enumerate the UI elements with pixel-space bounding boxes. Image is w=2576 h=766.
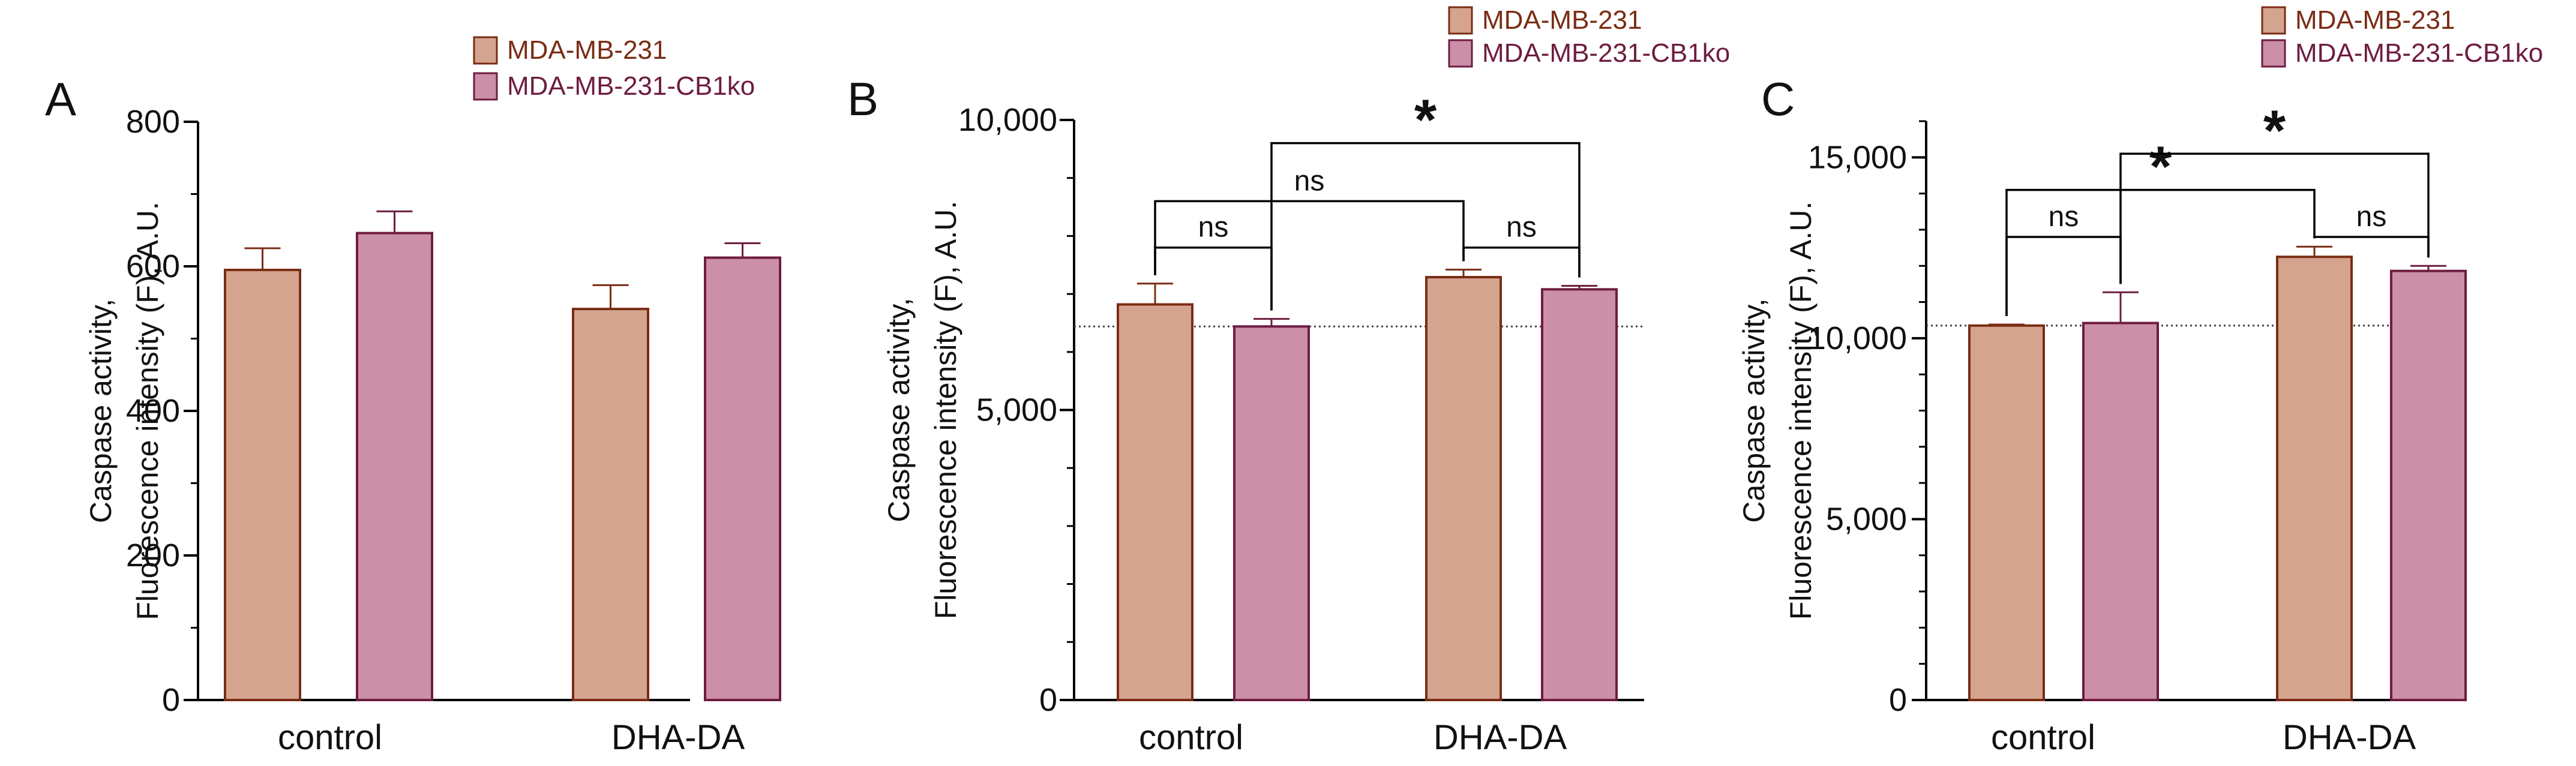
significance-bracket (2119, 152, 2430, 284)
significance-star: * (2263, 98, 2286, 163)
bar-mda-mb-231-cb1ko-dha-da (704, 256, 781, 702)
panel-B: B 0 5,000 10,000 Caspase activity, Fluorescen… (847, 5, 1730, 757)
significance-ns: ns (2356, 201, 2387, 233)
y-tick-label: 800 (126, 104, 180, 140)
panel-A: A 0 200 400 600 800 Caspase activity, Fluoresce… (45, 35, 781, 757)
bar-mda-mb-231-cb1ko-control (2082, 322, 2159, 701)
y-tick-label: 400 (126, 393, 180, 429)
y-tick-label: 5,000 (976, 392, 1057, 428)
y-axis-label-line1: Caspase activity, (882, 298, 916, 522)
significance-bracket (1270, 142, 1581, 311)
y-tick-label: 15,000 (1808, 139, 1907, 175)
panel-letter: C (1761, 73, 1795, 125)
y-tick-label: 10,000 (1808, 320, 1907, 356)
significance-star: * (1414, 88, 1437, 152)
y-tick-label: 600 (126, 248, 180, 284)
bar-mda-mb-231-cb1ko-dha-da (2390, 269, 2467, 702)
legend-label: MDA-MB-231 (507, 35, 667, 65)
significance-star: * (2149, 135, 2172, 199)
y-tick-label: 10,000 (958, 102, 1057, 138)
legend-swatch (473, 72, 498, 101)
panel-letter: B (847, 73, 878, 125)
bar-mda-mb-231-control (224, 269, 301, 701)
y-tick-label: 5,000 (1826, 501, 1907, 537)
bar-mda-mb-231-dha-da (572, 308, 649, 701)
y-tick-label: 200 (126, 537, 180, 573)
legend-label: MDA-MB-231 (1482, 5, 1642, 35)
y-axis-label-line2: Fluorescence intensity (F), A.U. (1784, 202, 1818, 620)
bar-mda-mb-231-cb1ko-control (356, 232, 433, 701)
bar-mda-mb-231-control (1968, 324, 2045, 701)
legend-label: MDA-MB-231-CB1ko (2295, 38, 2543, 68)
y-tick-label: 0 (1889, 682, 1907, 718)
significance-ns: ns (1506, 212, 1537, 244)
panel-C: C 0 5,000 10,000 15,000 Caspase activity, Fluo… (1737, 5, 2543, 757)
significance-ns: ns (1294, 165, 1325, 197)
bar-mda-mb-231-dha-da (1425, 276, 1502, 701)
y-axis-label: Caspase activity, Fluorescence intensity … (84, 202, 164, 620)
y-tick-label: 0 (162, 682, 180, 718)
significance-ns: ns (1198, 212, 1229, 244)
legend-label: MDA-MB-231 (2295, 5, 2455, 35)
bar-mda-mb-231-cb1ko-control (1233, 325, 1310, 701)
y-axis-label-line1: Caspase activity, (84, 299, 118, 523)
x-category-label: DHA-DA (1434, 718, 1567, 757)
y-axis-label-line1: Caspase activity, (1737, 298, 1771, 522)
y-axis-label: Caspase activity, Fluorescence intensity … (1737, 202, 1818, 620)
x-category-label: control (1139, 718, 1243, 757)
significance-bracket (2005, 236, 2122, 316)
legend-label: MDA-MB-231-CB1ko (507, 71, 755, 101)
bar-mda-mb-231-cb1ko-dha-da (1541, 288, 1618, 701)
y-tick-label: 0 (1039, 682, 1057, 718)
significance-bracket (2005, 188, 2316, 316)
legend-swatch (473, 36, 498, 65)
significance-bracket (1154, 246, 1273, 311)
y-axis-label-line2: Fluorescence intensity (F), A.U. (929, 201, 962, 619)
panel-letter: A (45, 73, 76, 125)
significance-bracket (1154, 200, 1465, 275)
bar-mda-mb-231-control (1117, 303, 1193, 702)
legend-swatch (1448, 39, 1473, 68)
y-axis-label-line2: Fluorescence intensity (F), A.U. (131, 202, 164, 620)
x-category-label: control (1991, 718, 2095, 757)
x-category-label: DHA-DA (2283, 718, 2416, 757)
legend-swatch (2261, 39, 2286, 68)
x-category-label: DHA-DA (611, 718, 745, 757)
legend-swatch (1448, 6, 1473, 35)
legend-label: MDA-MB-231-CB1ko (1482, 38, 1730, 68)
bar-mda-mb-231-dha-da (2276, 256, 2353, 701)
x-category-label: control (278, 718, 382, 757)
significance-ns: ns (2049, 201, 2079, 233)
legend-swatch (2261, 6, 2286, 35)
significance-bracket (1462, 246, 1581, 278)
y-axis-label: Caspase activity, Fluorescence intensity … (882, 201, 962, 619)
